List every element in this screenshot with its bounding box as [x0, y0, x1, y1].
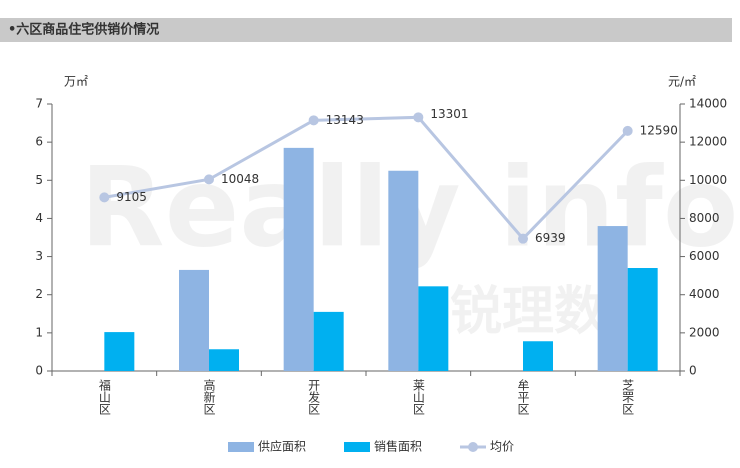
legend-label: 供应面积: [258, 439, 306, 454]
line-marker: [622, 125, 633, 136]
chart-title: •六区商品住宅供销价情况: [8, 22, 159, 38]
y-tick-label: 2: [35, 287, 43, 301]
line-marker: [99, 192, 110, 203]
x-tick-label: 芝罘区: [621, 378, 635, 415]
legend-swatch: [228, 442, 254, 452]
y2-tick-label: 12000: [689, 135, 727, 149]
y2-tick-label: 10000: [689, 173, 727, 187]
y-tick-label: 7: [35, 97, 43, 111]
x-tick-label: 开发区: [307, 379, 321, 415]
line-marker: [204, 174, 214, 185]
data-label: 13143: [326, 113, 364, 127]
legend-label: 均价: [490, 440, 514, 454]
line: [104, 115, 629, 241]
y-tick-label: 4: [35, 211, 43, 225]
bar: [418, 286, 449, 371]
y-unit: 万㎡: [64, 75, 88, 89]
legend-label: 销售面积: [374, 439, 422, 454]
y-tick-label: 0: [35, 364, 43, 378]
x-tick-label: 莱山区: [411, 379, 425, 415]
bar: [209, 349, 239, 371]
y-tick-label: 1: [35, 325, 43, 339]
y2-tick-label: 8000: [689, 211, 720, 225]
y2-tick-label: 14000: [689, 97, 727, 111]
y2-tick-label: 6000: [689, 249, 720, 263]
y2-unit: 元/㎡: [668, 75, 696, 89]
x-tick-label: 牟平区: [516, 378, 530, 415]
line-marker: [413, 112, 424, 123]
bar: [313, 311, 344, 371]
legend-swatch: [344, 442, 370, 452]
data-label: 10048: [221, 172, 259, 186]
bar: [627, 268, 658, 371]
legend-swatch: [468, 442, 478, 452]
data-label: 12590: [640, 123, 678, 137]
y2-tick-label: 4000: [689, 287, 720, 301]
bar: [388, 170, 419, 371]
data-label: 13301: [430, 107, 468, 121]
y-tick-label: 5: [35, 173, 43, 187]
line-marker: [518, 233, 528, 244]
y-tick-label: 6: [35, 135, 43, 149]
bar: [597, 226, 628, 371]
data-label: 9105: [116, 190, 147, 204]
line-marker: [308, 115, 319, 126]
bar: [104, 332, 135, 371]
header-bar: [0, 18, 732, 42]
y-tick-label: 3: [35, 249, 43, 263]
bar: [179, 269, 209, 371]
data-label: 6939: [535, 231, 566, 245]
y2-tick-label: 2000: [689, 325, 720, 339]
x-tick-label: 高新区: [202, 378, 216, 415]
x-tick-label: 福山区: [97, 378, 111, 415]
bar: [523, 341, 553, 371]
bar: [283, 147, 314, 371]
y2-tick-label: 0: [689, 364, 697, 378]
